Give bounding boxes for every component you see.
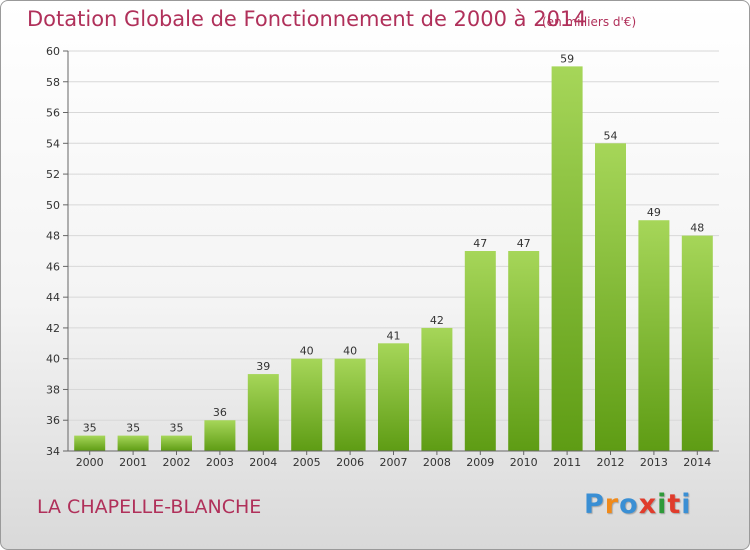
- data-label: 48: [690, 222, 704, 235]
- bar: [508, 251, 540, 451]
- y-tick-label: 48: [46, 230, 60, 243]
- bar: [551, 66, 583, 451]
- x-tick-label: 2013: [640, 456, 668, 469]
- y-tick-label: 50: [46, 199, 60, 212]
- data-label: 47: [517, 237, 531, 250]
- x-tick-label: 2002: [163, 456, 191, 469]
- commune-name: LA CHAPELLE-BLANCHE: [37, 496, 262, 518]
- data-label: 42: [430, 314, 444, 327]
- x-tick-label: 2000: [76, 456, 104, 469]
- data-label: 39: [256, 360, 270, 373]
- axes: [67, 51, 719, 455]
- chart-title: Dotation Globale de Fonctionnement de 20…: [27, 7, 587, 31]
- bar: [378, 343, 409, 451]
- x-axis-labels: 2000 2001 2002 2003 2004 2005 2006 2007 2008 2009…: [76, 456, 712, 469]
- x-tick-label: 2005: [293, 456, 321, 469]
- data-label: 36: [213, 406, 227, 419]
- proxiti-logo[interactable]: Proxiti: [584, 489, 692, 520]
- y-tick-label: 40: [46, 353, 60, 366]
- x-tick-label: 2014: [683, 456, 711, 469]
- y-tick-label: 44: [46, 291, 60, 304]
- chart-subtitle: (en milliers d'€): [542, 15, 637, 29]
- x-tick-label: 2006: [336, 456, 364, 469]
- x-tick-label: 2004: [249, 456, 277, 469]
- y-tick-label: 38: [46, 383, 60, 396]
- x-tick-label: 2012: [597, 456, 625, 469]
- y-tick-label: 56: [46, 107, 60, 120]
- bar: [204, 420, 236, 451]
- data-label: 40: [343, 345, 357, 358]
- data-label: 49: [647, 206, 661, 219]
- bars: [74, 66, 713, 452]
- x-tick-label: 2003: [206, 456, 234, 469]
- bar: [161, 435, 192, 451]
- x-tick-label: 2008: [423, 456, 451, 469]
- y-axis-ticks: 34 36 38 40 42 44 46 48 50 52 54 56 58 60: [46, 45, 68, 458]
- x-tick-label: 2010: [510, 456, 538, 469]
- bar: [74, 435, 106, 451]
- data-label: 41: [387, 329, 401, 342]
- y-tick-label: 36: [46, 414, 60, 427]
- data-label: 54: [604, 129, 618, 142]
- y-tick-label: 42: [46, 322, 60, 335]
- data-label: 40: [300, 345, 314, 358]
- y-tick-label: 54: [46, 137, 60, 150]
- bar: [638, 220, 670, 451]
- x-tick-label: 2007: [380, 456, 408, 469]
- bar: [595, 143, 626, 452]
- data-label: 47: [473, 237, 487, 250]
- y-tick-label: 46: [46, 260, 60, 273]
- bar: [117, 435, 149, 451]
- bar: [334, 358, 366, 451]
- data-label: 35: [83, 422, 97, 435]
- bar: [464, 251, 496, 451]
- y-tick-label: 58: [46, 76, 60, 89]
- bar: [291, 358, 323, 451]
- data-labels: 35 35 35 36 39 40 40 41 42 47 47 59 54 49 48: [83, 52, 705, 434]
- data-label: 35: [170, 422, 184, 435]
- x-tick-label: 2009: [466, 456, 494, 469]
- bar: [421, 327, 453, 451]
- bar: [681, 235, 713, 451]
- y-tick-label: 60: [46, 45, 60, 58]
- bar: [247, 374, 279, 451]
- data-label: 35: [126, 422, 140, 435]
- y-tick-label: 34: [46, 445, 60, 458]
- data-label: 59: [560, 52, 574, 65]
- x-tick-label: 2001: [119, 456, 147, 469]
- y-tick-label: 52: [46, 168, 60, 181]
- x-tick-label: 2011: [553, 456, 581, 469]
